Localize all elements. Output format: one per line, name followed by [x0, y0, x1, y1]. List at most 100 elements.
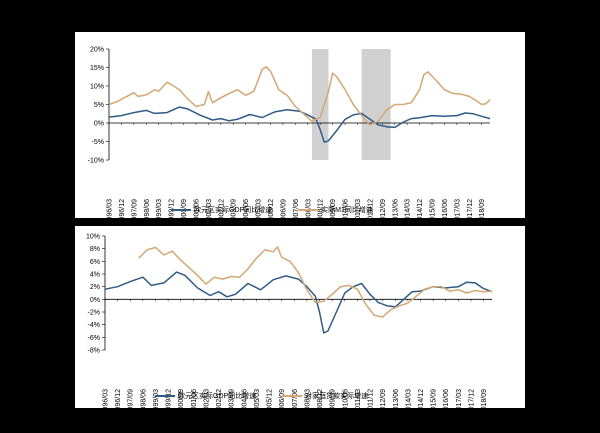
x-tick-label: 2013/06 — [392, 199, 399, 218]
x-tick-label: 2012/09 — [380, 389, 387, 408]
series-line-m1 — [108, 66, 491, 126]
legend-swatch-gdp — [171, 209, 191, 211]
x-tick-label: 2002/03 — [203, 389, 210, 408]
x-tick-label: 2014/03 — [405, 389, 412, 408]
x-tick-label: 2010/06 — [343, 199, 350, 218]
legend-item-gdp2: 欧元区实际GDP同比增速 — [155, 391, 256, 401]
legend-label-gdp2: 欧元区实际GDP同比增速 — [178, 393, 257, 400]
x-tick-label: 2008/03 — [304, 389, 311, 408]
x-tick-label: 2006/09 — [280, 199, 287, 218]
x-tick-label: 2016/06 — [442, 199, 449, 218]
x-tick-label: 2011/12 — [367, 199, 374, 218]
legend-label-loans: 对家庭贷款实际增速 — [305, 393, 369, 400]
x-tick-label: 2011/03 — [355, 199, 362, 218]
chart-m1-vs-gdp: 20% 15% 10% 5% 0% -5% -10% 1996/03 1996/12 1997/0… — [88, 47, 491, 218]
x-tick-label: 1997/09 — [131, 199, 138, 218]
x-tick-label: 2000/09 — [178, 389, 185, 408]
x-tick-label: 2008/12 — [317, 389, 324, 408]
x-tick-label: 2007/06 — [293, 199, 300, 218]
x-tick-label: 2014/03 — [405, 199, 412, 218]
x-tick-label: 2017/03 — [456, 389, 463, 408]
x-tick-label: 2011/12 — [368, 389, 375, 408]
x-tick-label: 2004/06 — [241, 389, 248, 408]
y-tick-label: 8% — [90, 246, 100, 253]
x-tick-label: 2009/09 — [330, 199, 337, 218]
x-tick-label: 2017/12 — [468, 389, 475, 408]
x-tick-label: 2012/09 — [380, 199, 387, 218]
x-tick-label: 2001/06 — [191, 389, 198, 408]
x-tick-label: 2004/06 — [243, 199, 250, 218]
x-tick-label: 2015/09 — [430, 199, 437, 218]
x-tick-label: 2014/12 — [418, 389, 425, 408]
x-tick-label: 1996/12 — [115, 389, 122, 408]
x-tick-label: 2008/12 — [318, 199, 325, 218]
y-tick-label: -4% — [88, 322, 100, 329]
x-tick-label: 1996/03 — [107, 199, 114, 218]
recession-shade-1 — [361, 49, 391, 160]
legend-chart1: 欧元区实际GDP同比增速 实际M1同比增速 — [171, 205, 399, 215]
chart-loans-vs-gdp: 10% 8% 6% 4% 2% 0% -2% -4% -6% -8% 1996/03 1996/12 1… — [86, 234, 493, 408]
legend-item-gdp: 欧元区实际GDP同比增速 — [171, 205, 272, 215]
recession-shade-0 — [311, 49, 329, 160]
chart-panel-m1: 20% 15% 10% 5% 0% -5% -10% 1996/03 1996/12 1997/0… — [75, 32, 525, 218]
x-tick-label: 2009/09 — [330, 389, 337, 408]
legend-swatch-m1 — [298, 209, 319, 211]
x-tick-label: 1997/09 — [128, 389, 135, 408]
y-tick-label: 2% — [90, 284, 100, 291]
x-tick-label: 2006/09 — [279, 389, 286, 408]
x-tick-label: 2002/12 — [216, 389, 223, 408]
legend-item-m1: 实际M1同比增速 — [298, 205, 373, 215]
y-tick-label: 10% — [86, 234, 100, 241]
x-tick-label: 2011/03 — [355, 389, 362, 408]
x-tick-label: 2018/09 — [479, 199, 486, 218]
x-tick-label: 2017/03 — [454, 199, 461, 218]
y-tick-label: -6% — [88, 335, 100, 342]
x-tick-label: 2018/09 — [481, 389, 488, 408]
x-tick-label: 2001/06 — [193, 199, 200, 218]
legend-item-loans: 对家庭贷款实际增速 — [282, 391, 368, 401]
chart-panel-loans: 10% 8% 6% 4% 2% 0% -2% -4% -6% -8% 1996/03 1996/12 1… — [75, 226, 525, 408]
x-tick-label: 1996/03 — [103, 389, 110, 408]
y-tick-label: -5% — [92, 139, 104, 146]
y-tick-label: -2% — [88, 310, 100, 317]
x-tick-label: 2005/12 — [268, 199, 275, 218]
x-tick-label: 2008/03 — [305, 199, 312, 218]
x-tick-label: 2005/12 — [267, 389, 274, 408]
x-tick-label: 2016/06 — [443, 389, 450, 408]
series-line-loans — [138, 246, 493, 318]
y-tick-label: 5% — [94, 102, 104, 109]
y-tick-label: 0% — [90, 297, 100, 304]
series-line-gdp — [108, 106, 491, 143]
x-tick-label: 1998/06 — [144, 199, 151, 218]
x-tick-label: 2013/06 — [393, 389, 400, 408]
x-tick-label: 2003/09 — [231, 199, 238, 218]
x-tick-label: 1999/12 — [169, 199, 176, 218]
y-tick-label: 0% — [94, 121, 104, 128]
x-tick-label: 2017/12 — [467, 199, 474, 218]
legend-swatch-gdp2 — [155, 395, 175, 397]
x-tick-label: 1999/12 — [166, 389, 173, 408]
y-tick-label: -8% — [88, 348, 100, 355]
x-tick-label: 2015/09 — [431, 389, 438, 408]
y-tick-label: -10% — [88, 158, 104, 165]
x-tick-label: 1999/03 — [156, 199, 163, 218]
x-tick-label: 2005/03 — [254, 389, 261, 408]
x-tick-label: 2002/12 — [218, 199, 225, 218]
y-tick-label: 15% — [90, 65, 104, 72]
legend-chart2: 欧元区实际GDP同比增速 对家庭贷款实际增速 — [155, 391, 394, 401]
x-tick-label: 2003/09 — [229, 389, 236, 408]
y-tick-label: 20% — [90, 47, 104, 54]
x-tick-label: 1996/12 — [119, 199, 126, 218]
series-line-gdp — [104, 271, 493, 334]
x-tick-label: 2002/03 — [206, 199, 213, 218]
legend-swatch-loans — [282, 395, 303, 397]
x-tick-label: 1998/06 — [140, 389, 147, 408]
x-tick-label: 2014/12 — [417, 199, 424, 218]
x-tick-label: 2000/09 — [181, 199, 188, 218]
y-tick-label: 6% — [90, 259, 100, 266]
x-tick-label: 2005/03 — [256, 199, 263, 218]
x-tick-label: 2007/06 — [292, 389, 299, 408]
y-tick-label: 4% — [90, 272, 100, 279]
y-tick-label: 10% — [90, 84, 104, 91]
legend-label-gdp: 欧元区实际GDP同比增速 — [194, 207, 273, 214]
